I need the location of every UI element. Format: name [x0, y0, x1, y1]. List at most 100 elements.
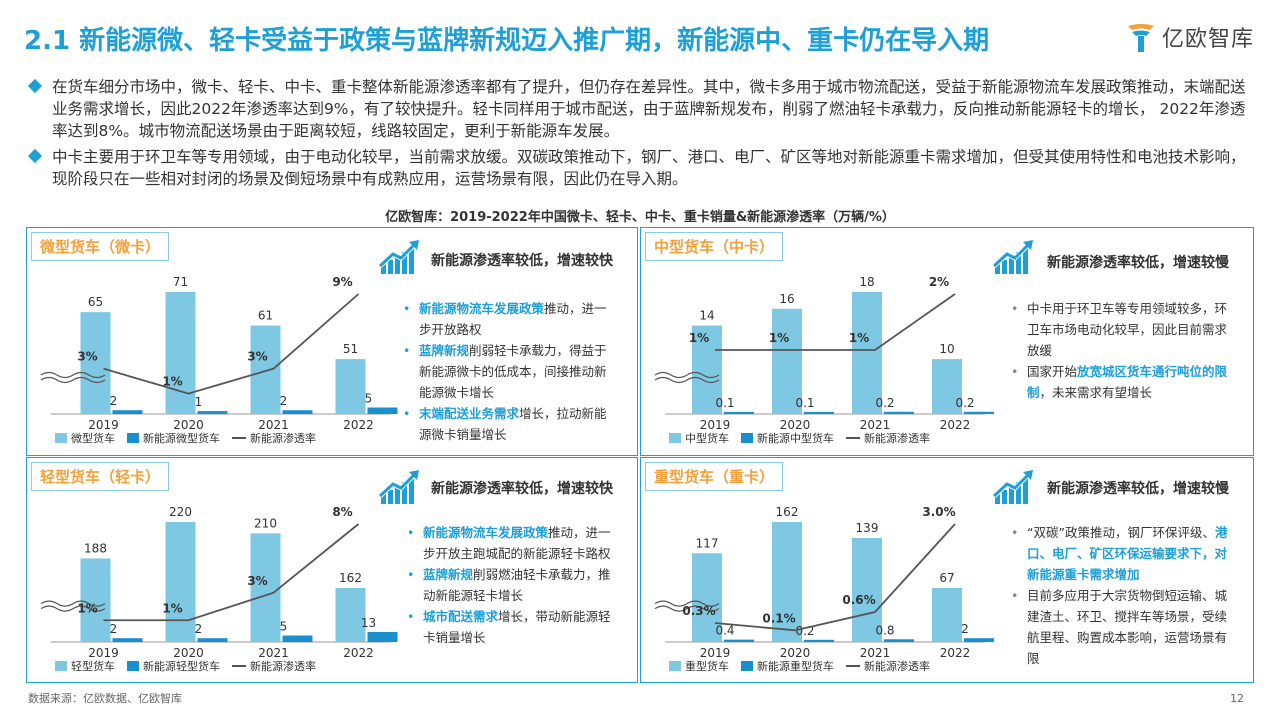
panel-heading: 新能源渗透率较低，增速较快: [431, 481, 613, 497]
x-tick-label: 2020: [173, 418, 204, 432]
note-item: 城市配送需求增长，带动新能源轻卡销量增长: [403, 606, 617, 648]
note-text: 中卡用于环卫车等专用领域较多，环卫车市场电动化较早，因此目前需求放缓: [1027, 301, 1228, 358]
icon-bar: [995, 264, 1000, 274]
trend-up-chart-icon: [993, 470, 1033, 504]
x-tick-label: 2020: [780, 418, 811, 432]
icon-bar: [402, 482, 407, 504]
x-tick-label: 2019: [700, 418, 731, 432]
bar-nev: [724, 411, 754, 414]
bar-nev: [197, 638, 228, 642]
trend-up-chart-icon: [379, 240, 419, 274]
panel-medium-truck: 中型货车（中卡） 14 0.1 2019 16 0.1 2020 18 0.2 2021 10 0.…: [640, 227, 1254, 456]
rate-label: 1%: [689, 331, 709, 345]
bar-main: [852, 537, 882, 642]
data-label-main: 139: [856, 521, 879, 535]
note-text: 推动，进一步开放主跑城配的新能源轻卡路权: [423, 525, 611, 561]
panel-heavy-truck: 重型货车（重卡） 117 0.4 2019 162 0.2 2020 139 0.8 2021 6…: [640, 457, 1254, 683]
note-item: 末端配送业务需求增长，拉动新能源微卡销量增长: [399, 403, 615, 445]
data-label-nev: 0.8: [875, 623, 894, 637]
note-text: 削弱轻卡承载力，得益于新能源微卡的低成本，间接推动新能源微卡增长: [419, 343, 607, 400]
bar-nev: [112, 410, 143, 414]
data-label-main: 188: [84, 541, 107, 555]
legend-label-main: 微型货车: [71, 431, 115, 445]
x-tick-label: 2022: [343, 418, 374, 432]
axis-break-mark: [654, 371, 720, 379]
legend-label-line: 新能源渗透率: [250, 431, 316, 445]
note-item: 新能源物流车发展政策推动，进一步开放路权: [399, 298, 615, 340]
legend-label-main: 中型货车: [685, 431, 729, 445]
axis-break-mark: [40, 600, 106, 607]
rate-line: [715, 293, 956, 351]
logo: 亿欧智库: [1124, 20, 1254, 54]
bar-main: [852, 292, 882, 414]
panel-light-truck: 轻型货车（轻卡） 188 2 2019 220 2 2020 210 5 2021 162 13 20…: [26, 457, 638, 683]
note-item: 蓝牌新规削弱轻卡承载力，得益于新能源微卡的低成本，间接推动新能源微卡增长: [399, 340, 615, 403]
data-label-main: 210: [254, 516, 277, 530]
diamond-bullet-icon: [27, 78, 43, 94]
icon-bar: [995, 494, 1000, 504]
bar-main: [772, 308, 802, 414]
rate-label: 2%: [929, 275, 949, 289]
icon-bar: [381, 494, 386, 504]
data-label-main: 71: [173, 275, 188, 289]
bar-main: [335, 359, 366, 414]
icon-bar: [409, 478, 414, 504]
trend-up-chart-icon: [993, 240, 1033, 274]
legend-label-main: 轻型货车: [71, 659, 115, 673]
source-footnote: 数据来源：亿欧数据、亿欧智库: [28, 692, 182, 705]
note-highlight: 末端配送业务需求: [419, 406, 520, 421]
data-label-nev: 2: [110, 622, 118, 636]
note-item: 蓝牌新规削弱燃油轻卡承载力，推动新能源轻卡增长: [403, 564, 617, 606]
panel-tag: 重型货车（重卡）: [645, 462, 784, 491]
x-tick-label: 2019: [88, 418, 119, 432]
data-label-nev: 5: [365, 392, 373, 406]
note-text: 国家开始: [1027, 364, 1078, 379]
rate-label: 1%: [162, 601, 182, 615]
legend-swatch-nev: [741, 433, 753, 443]
rate-label: 3%: [247, 350, 267, 364]
bar-main: [772, 522, 802, 642]
data-label-main: 162: [339, 571, 362, 585]
data-label-main: 14: [699, 309, 714, 323]
legend-swatch-nev: [127, 661, 139, 671]
icon-bar: [395, 256, 400, 274]
data-label-nev: 2: [195, 622, 203, 636]
axis-break-mark: [40, 371, 106, 379]
legend-label-nev: 新能源中型货车: [757, 431, 834, 445]
axis-break-mark: [654, 376, 720, 384]
chart-caption: 亿欧智库：2019-2022年中国微卡、轻卡、中卡、重卡销量&新能源渗透率（万辆…: [385, 210, 895, 225]
bar-nev: [282, 635, 313, 642]
data-label-main: 220: [169, 505, 192, 519]
axis-break-mark: [654, 600, 720, 607]
panel-heading: 新能源渗透率较低，增速较慢: [1047, 255, 1229, 271]
rate-line: [103, 523, 360, 622]
note-highlight: 蓝牌新规: [419, 343, 470, 358]
bar-nev: [804, 639, 834, 642]
intro-bullet: 中卡主要用于环卫车等专用领域，由于电动化较早，当前需求放缓。双碳政策推动下，钢厂…: [27, 146, 1260, 190]
x-tick-label: 2021: [258, 646, 289, 660]
rate-line: [103, 293, 360, 395]
x-tick-label: 2021: [258, 418, 289, 432]
chart-light-truck: 188 2 2019 220 2 2020 210 5 2021 162 13 2022 1% 1% 3% 8…: [40, 505, 398, 673]
chart-medium-truck: 14 0.1 2019 16 0.1 2020 18 0.2 2021 10 0.2 2022 1% 1%…: [654, 275, 994, 445]
bar-nev: [884, 411, 914, 414]
icon-arrowhead: [409, 240, 419, 250]
rate-label: 0.6%: [842, 593, 875, 607]
note-item: “双碳”政策推动，钢厂环保评级、港口、电厂、矿区环保运输要求下，对新能源重卡需求…: [1007, 522, 1233, 585]
axis-break-mark: [40, 605, 106, 612]
icon-bar: [388, 490, 393, 504]
note-text: 增长，拉动新能源微卡销量增长: [419, 406, 607, 442]
bar-nev: [724, 639, 754, 642]
rate-label: 1%: [849, 331, 869, 345]
bar-main: [932, 359, 962, 414]
x-tick-label: 2020: [780, 646, 811, 660]
x-tick-label: 2022: [343, 646, 374, 660]
note-highlight: 港口、电厂、矿区环保运输要求下，对新能源重卡需求增加: [1027, 525, 1228, 582]
bar-main: [692, 325, 722, 414]
panel-tag: 微型货车（微卡）: [31, 232, 170, 261]
data-label-nev: 2: [961, 622, 969, 636]
legend-swatch-main: [669, 661, 681, 671]
intro-bullets: 在货车细分市场中，微卡、轻卡、中卡、重卡整体新能源渗透率都有了提升，但仍存在差异…: [27, 76, 1260, 194]
rate-label: 3%: [247, 574, 267, 588]
data-label-main: 16: [779, 292, 794, 306]
